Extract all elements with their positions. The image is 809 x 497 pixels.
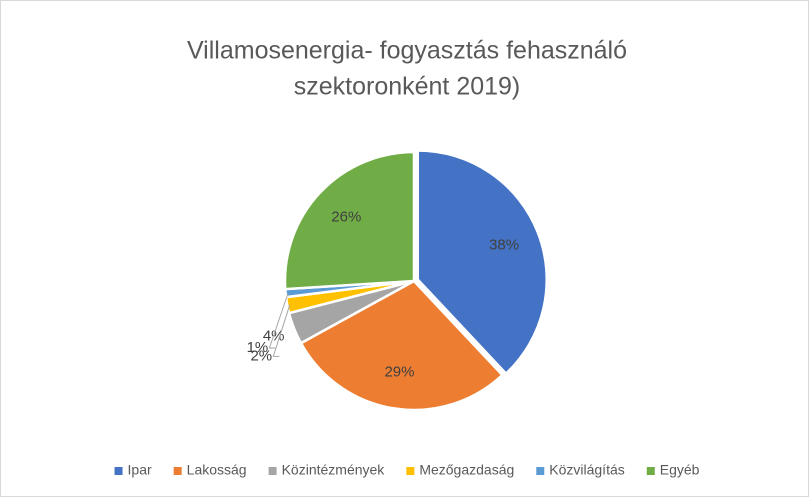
data-label: 38% xyxy=(489,236,519,253)
legend-label: Közintézmények xyxy=(282,462,386,478)
legend-swatch xyxy=(646,467,655,475)
leader-line xyxy=(272,304,291,357)
legend-swatch xyxy=(536,467,545,475)
data-label: 29% xyxy=(384,364,414,381)
legend-label: Lakosság xyxy=(187,462,247,478)
data-label: 2% xyxy=(250,347,272,364)
legend-swatch xyxy=(114,467,123,475)
legend-swatch xyxy=(406,467,415,475)
legend-label: Ipar xyxy=(128,462,152,478)
data-label: 1% xyxy=(247,339,269,356)
data-label: 26% xyxy=(331,208,361,225)
legend-label: Egyéb xyxy=(660,462,700,478)
leader-line xyxy=(268,292,289,349)
legend-label: Mezőgazdaság xyxy=(419,462,514,478)
pie-slice xyxy=(416,149,548,376)
chart-title: Villamosenergia- fogyasztás fehasználó xyxy=(187,37,627,65)
pie-slice xyxy=(283,150,416,291)
legend-swatch xyxy=(268,467,277,475)
legend-label: Közvilágítás xyxy=(549,462,624,478)
pie-slice xyxy=(299,279,505,412)
legend-swatch xyxy=(173,467,182,475)
chart-title: szektoronként 2019) xyxy=(294,73,521,101)
